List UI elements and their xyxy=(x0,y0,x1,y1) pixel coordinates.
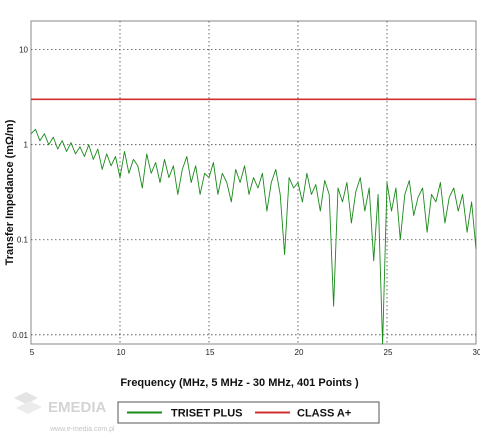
watermark-url: www.e-media.com.pl xyxy=(49,426,115,433)
x-tick-label: 25 xyxy=(384,348,393,357)
plot-frame xyxy=(30,20,477,345)
y-axis-title: Transfer Impedance (mΩ/m) xyxy=(4,119,16,265)
watermark-logo-text: EMEDIA xyxy=(48,399,107,416)
y-tick-label: 1 xyxy=(24,141,29,150)
watermark-logo-icon xyxy=(14,392,42,414)
y-tick-label: 0.01 xyxy=(12,331,28,340)
legend-label-triset-plus: TRISET PLUS xyxy=(171,408,243,420)
x-tick-label: 30 xyxy=(473,348,480,357)
legend-box xyxy=(117,401,380,424)
plot-area xyxy=(30,20,477,345)
series-line-triset-plus xyxy=(30,128,477,345)
legend-label-class-a-plus: CLASS A+ xyxy=(297,408,351,420)
x-axis-title: Frequency (MHz, 5 MHz - 30 MHz, 401 Poin… xyxy=(120,377,359,389)
y-tick-label: 10 xyxy=(19,46,28,55)
y-tick-label: 0.1 xyxy=(17,236,29,245)
legend: TRISET PLUS CLASS A+ xyxy=(117,401,380,424)
x-tick-label: 10 xyxy=(117,348,126,357)
x-tick-label: 5 xyxy=(30,348,35,357)
watermark: EMEDIA www.e-media.com.pl xyxy=(14,392,115,433)
x-tick-label: 15 xyxy=(206,348,215,357)
x-tick-label: 20 xyxy=(295,348,304,357)
